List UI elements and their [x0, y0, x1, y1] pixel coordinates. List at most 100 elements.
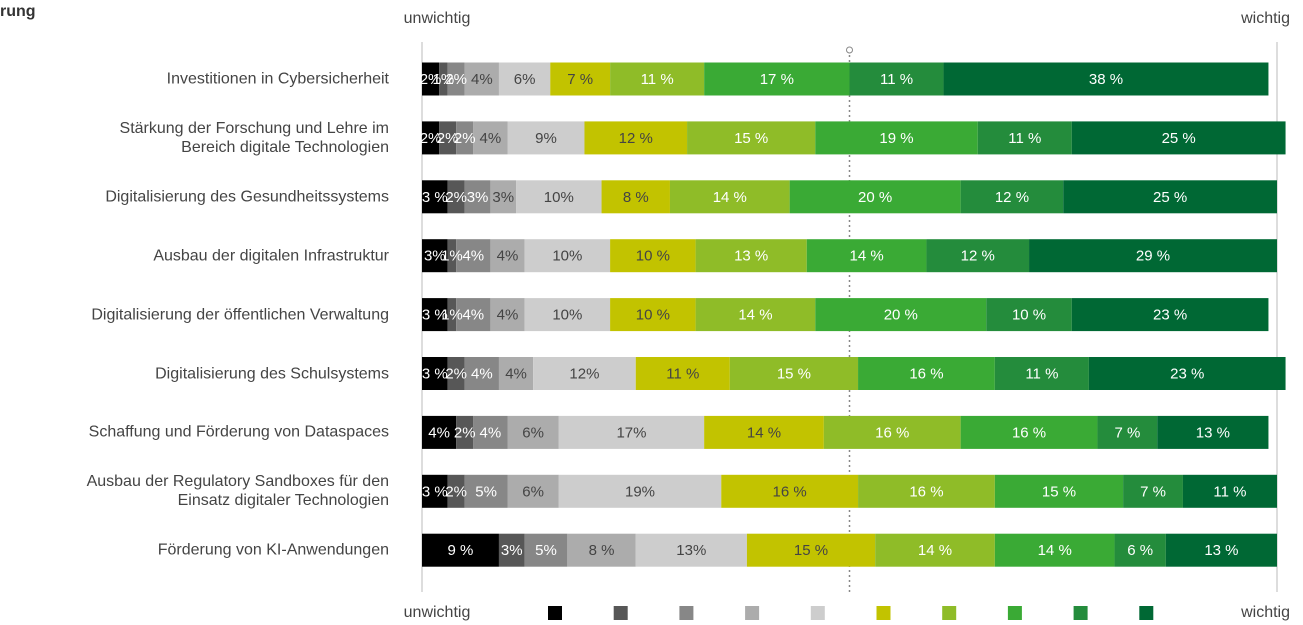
data-label: 10 %	[636, 248, 670, 265]
data-label: 8 %	[589, 542, 615, 559]
data-label: 19 %	[879, 130, 913, 147]
axis-label-right: wichtig	[1240, 10, 1290, 27]
bar-segment	[490, 180, 517, 214]
legend-swatch	[1139, 606, 1154, 620]
bar-segment	[875, 533, 995, 567]
data-label: 15 %	[777, 365, 811, 382]
bar-segment	[601, 180, 670, 214]
bar-segment	[447, 62, 465, 96]
data-label: 3 %	[422, 307, 448, 324]
bar-segment	[858, 357, 995, 390]
data-label: 16 %	[875, 424, 909, 441]
data-label: 12 %	[619, 130, 653, 147]
bar-segment	[1123, 474, 1183, 508]
data-label: 25 %	[1153, 189, 1187, 206]
data-label: 4%	[497, 307, 519, 324]
bar-segment	[823, 415, 961, 449]
bar-segment	[447, 239, 457, 273]
data-label: 12 %	[995, 189, 1029, 206]
data-label: 11 %	[880, 71, 913, 88]
category-label: Digitalisierung des Gesundheitssystems	[105, 188, 389, 206]
data-label: 20 %	[858, 189, 892, 206]
bar-segment	[456, 239, 491, 273]
bar-segment	[456, 298, 491, 332]
category-label: Digitalisierung des Schulsystems	[155, 365, 389, 382]
data-label: 38 %	[1089, 71, 1123, 88]
bar-segment	[1097, 415, 1158, 449]
bar-segment	[464, 62, 499, 96]
bar-segment	[498, 533, 525, 567]
data-label: 17%	[616, 424, 646, 441]
data-label: 4%	[471, 71, 493, 88]
bar-segment	[610, 239, 696, 273]
data-label: 23 %	[1153, 307, 1187, 324]
bar-segment	[977, 121, 1072, 155]
data-label: 3%	[467, 189, 489, 206]
bar-segment	[524, 298, 611, 332]
data-label: 14 %	[713, 189, 747, 206]
legend-label-right: wichtig	[1240, 604, 1290, 621]
legend-label-left: unwichtig	[404, 604, 471, 621]
bar-segment	[498, 62, 551, 96]
bar-segment	[507, 474, 559, 508]
data-label: 14 %	[1038, 542, 1072, 559]
data-label: 6%	[522, 483, 544, 500]
data-label: 2%	[445, 483, 467, 500]
data-label: 3%	[424, 248, 446, 265]
data-label: 7 %	[567, 71, 593, 88]
bar-segment	[422, 121, 440, 155]
data-label: 13 %	[734, 248, 768, 265]
data-label: 11 %	[641, 71, 674, 88]
data-label: 14 %	[849, 248, 883, 265]
data-label: 6%	[514, 71, 536, 88]
bar-segment	[533, 357, 636, 390]
data-label: 3 %	[422, 189, 448, 206]
data-label: 13 %	[1204, 542, 1238, 559]
bar-segment	[635, 357, 730, 390]
legend-swatch	[876, 606, 891, 620]
legend-swatch	[1007, 606, 1022, 620]
data-label: 6 %	[1127, 542, 1153, 559]
data-label: 9 %	[448, 542, 474, 559]
bar-segment	[789, 180, 961, 214]
data-label: 10%	[544, 189, 574, 206]
bar-segment	[1165, 533, 1277, 567]
bar-segment	[422, 415, 457, 449]
legend-swatch	[548, 606, 562, 620]
data-label: 10 %	[636, 307, 670, 324]
data-label: 13%	[676, 542, 706, 559]
category-label: Digitalisierung der öffentlichen Verwalt…	[91, 306, 389, 324]
data-label: 2%	[437, 130, 459, 147]
bar-segment	[464, 474, 508, 508]
data-label: 12%	[569, 365, 599, 382]
data-label: 8 %	[623, 189, 649, 206]
bar-segment	[986, 298, 1072, 332]
bar-segment	[943, 62, 1269, 96]
bar-segment	[815, 298, 987, 332]
category-label: Schaffung und Förderung von Dataspaces	[88, 423, 389, 441]
data-label: 2%	[420, 71, 442, 88]
data-label: 5%	[535, 542, 557, 559]
bar-segment	[1063, 180, 1277, 214]
data-label: 15 %	[734, 130, 768, 147]
bar-segment	[994, 474, 1124, 508]
bar-segment	[558, 474, 722, 508]
bar-segment	[567, 533, 636, 567]
bar-segment	[926, 239, 1030, 273]
bar-segment	[1071, 121, 1286, 155]
data-label: 2%	[445, 71, 467, 88]
bar-segment	[849, 62, 944, 96]
bar-segment	[806, 239, 927, 273]
data-label: 23 %	[1170, 365, 1204, 382]
chart-title: rung	[0, 3, 36, 20]
legend-swatch	[745, 606, 760, 620]
bar-segment	[498, 357, 534, 390]
data-label: 4%	[505, 365, 527, 382]
bar-segment	[507, 415, 559, 449]
data-label: 16 %	[909, 483, 943, 500]
data-label: 7 %	[1140, 483, 1166, 500]
bar-segment	[516, 180, 602, 214]
bar-segment	[1157, 415, 1269, 449]
